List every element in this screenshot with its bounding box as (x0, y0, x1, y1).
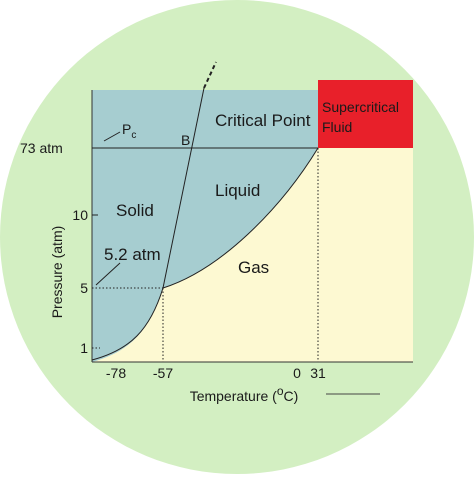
melting-arrow (203, 61, 217, 89)
x-axis-label: o (277, 384, 284, 398)
pc-pointer (103, 131, 121, 142)
x-axis-label: Temperature (oC) (190, 384, 299, 404)
x-tick-label: 31 (310, 365, 326, 381)
region-label: Gas (238, 258, 269, 277)
supercritical-region (318, 80, 413, 148)
x-axis-label: C) (284, 388, 299, 404)
sublimation-curve (91, 287, 164, 361)
annotation: c (131, 130, 136, 141)
solid-liquid-region (92, 90, 318, 362)
melting-line (162, 87, 205, 289)
x-axis-label: Temperature ( (190, 388, 277, 404)
x-tick-label: -78 (106, 365, 126, 381)
y-tick-label: 10 (72, 207, 88, 223)
y-axis-label: Pressure (atm) (49, 226, 65, 319)
vaporization-curve (162, 147, 319, 289)
triple-pointer (95, 262, 121, 286)
region-label: Liquid (215, 181, 260, 200)
annotation: B (181, 132, 190, 148)
y-tick-label: 5 (80, 280, 88, 296)
annotation: 5.2 atm (104, 245, 161, 264)
region-label: Fluid (322, 119, 352, 135)
x-tick-label: 0 (293, 365, 301, 381)
annotation: Critical Point (215, 111, 311, 130)
region-label: Solid (116, 201, 154, 220)
annotation: Pc (122, 121, 136, 141)
x-tick-label: -57 (153, 365, 173, 381)
y-tick-label: 1 (80, 340, 88, 356)
region-label: Supercritical (322, 99, 399, 115)
annotation: P (122, 121, 131, 137)
annotation: 73 atm (20, 140, 63, 156)
